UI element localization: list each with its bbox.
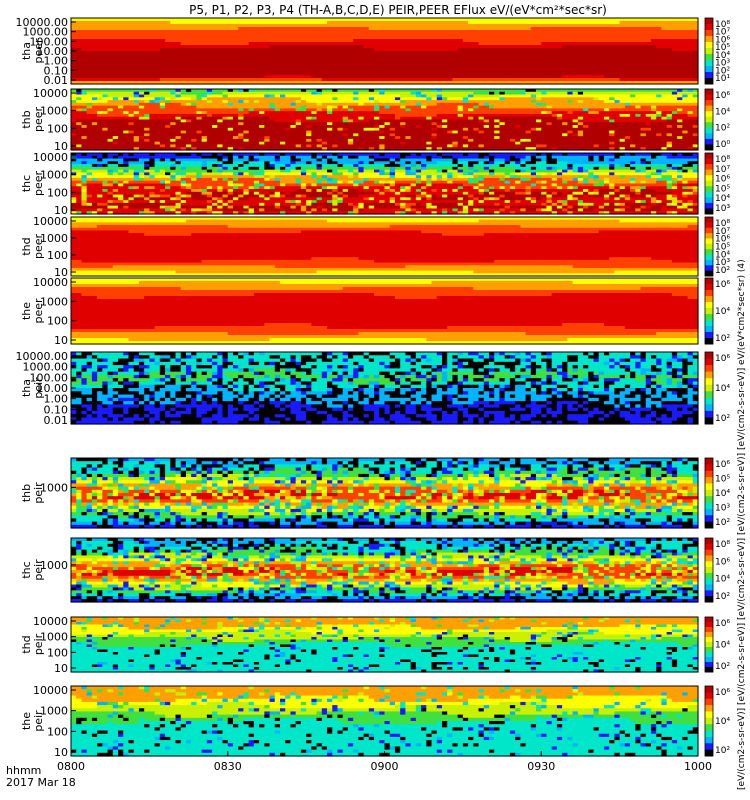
colorbar-segment xyxy=(705,66,713,73)
colorbar-segment xyxy=(705,24,713,31)
colorbar-segment xyxy=(705,48,713,55)
spectrogram-image xyxy=(71,89,699,151)
spectrogram-image xyxy=(71,18,699,85)
colorbar-segment xyxy=(705,18,713,25)
colorbar-tick-label: 10¹ xyxy=(715,74,730,84)
colorbar-segment xyxy=(705,60,713,67)
panel-tha-peer: 10000.001000.00100.0010.001.000.100.01th… xyxy=(16,16,731,87)
colorbar-segment xyxy=(705,72,713,79)
colorbar-segment xyxy=(705,36,713,43)
colorbar-segment xyxy=(705,78,713,85)
y-tick-label: 0.01 xyxy=(44,74,69,87)
y-axis-label: peer xyxy=(32,38,45,64)
colorbar-segment xyxy=(705,42,713,49)
panel-thb-peer: 10000100010010thb peer10⁶10⁴10²10⁰ xyxy=(20,87,730,153)
colorbar: 10⁸10⁷10⁶10⁵10⁴10³10²10¹ xyxy=(705,18,730,85)
colorbar-segment xyxy=(705,30,713,37)
panels-group: 10000.001000.00100.0010.001.000.100.01th… xyxy=(16,16,731,759)
colorbar-segment xyxy=(705,54,713,61)
figure-title: P5, P1, P2, P3, P4 (TH-A,B,C,D,E) PEIR,P… xyxy=(189,3,607,17)
